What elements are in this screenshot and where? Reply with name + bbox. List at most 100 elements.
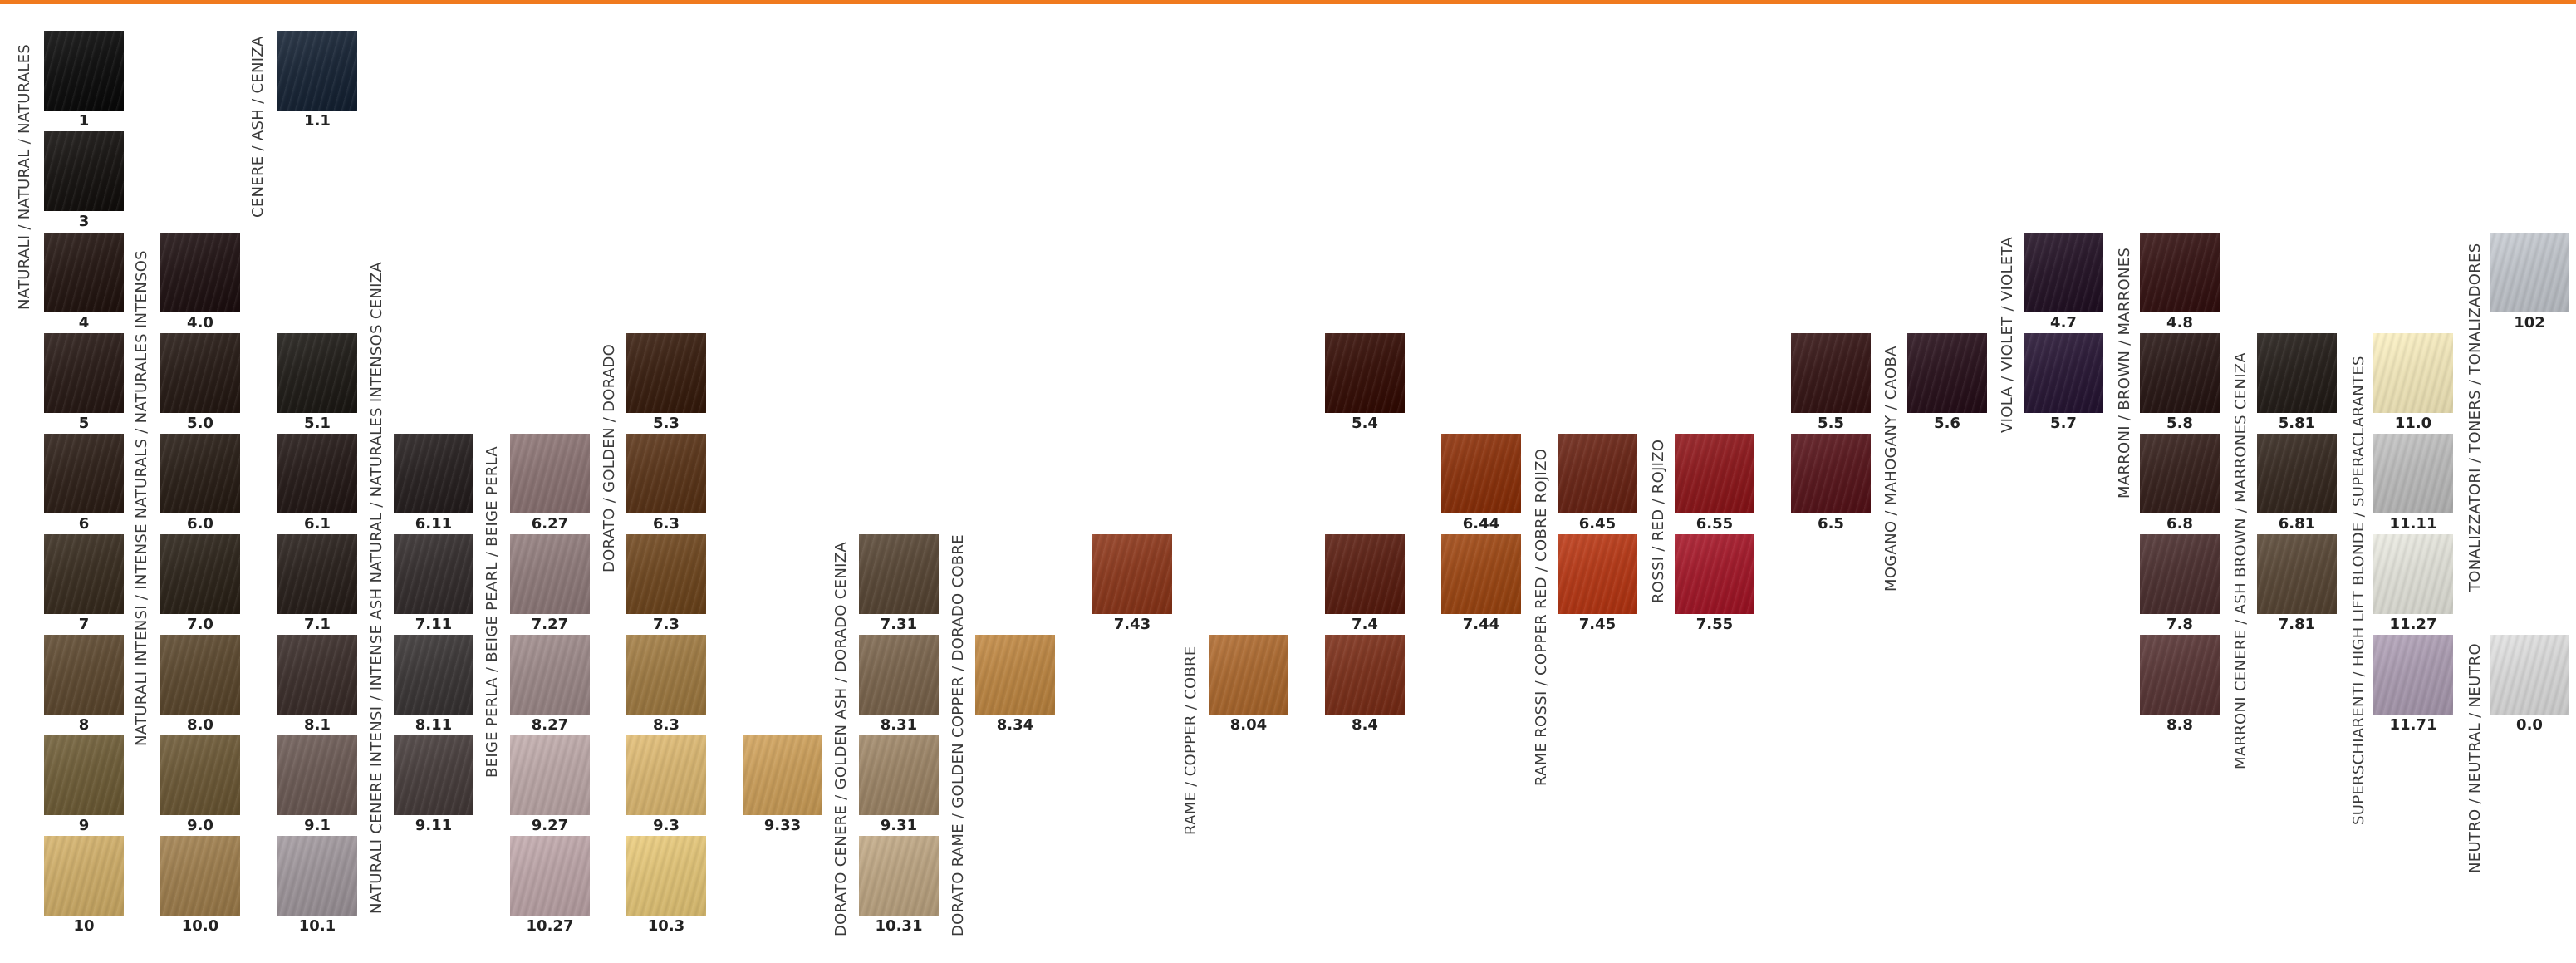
group-label-cenere: CENERE / ASH / CENIZA (249, 36, 267, 218)
color-swatch (277, 635, 357, 715)
shade-code: 6 (78, 515, 90, 533)
color-swatch (394, 534, 473, 614)
color-swatch (1558, 434, 1637, 513)
shade-code: 7.43 (1113, 616, 1151, 633)
color-swatch (2140, 534, 2220, 614)
shade-code: 7.4 (1352, 616, 1378, 633)
shade-code: 6.1 (304, 515, 331, 533)
shade-code: 8.1 (304, 716, 331, 734)
shade-code: 7.11 (415, 616, 453, 633)
shade-code: 8.11 (415, 716, 453, 734)
color-swatch (626, 534, 706, 614)
shade-code: 6.44 (1462, 515, 1500, 533)
color-swatch (626, 434, 706, 513)
shade-code: 11.11 (2389, 515, 2437, 533)
color-swatch (1791, 434, 1871, 513)
shade-code: 8.27 (531, 716, 569, 734)
color-swatch (394, 434, 473, 513)
color-swatch (160, 836, 240, 916)
shade-code: 9.31 (880, 817, 918, 834)
shade-code: 10.0 (181, 917, 219, 935)
color-swatch (859, 635, 939, 715)
group-label-rame: RAME / COPPER / COBRE (1182, 646, 1200, 835)
shade-code: 4.7 (2050, 314, 2077, 332)
shade-code: 4.0 (187, 314, 213, 332)
color-swatch (277, 333, 357, 413)
color-swatch (975, 635, 1055, 715)
color-swatch (859, 534, 939, 614)
shade-code: 6.5 (1818, 515, 1844, 533)
color-swatch (1907, 333, 1987, 413)
color-swatch (277, 31, 357, 111)
header-accent-bar (0, 0, 2576, 4)
group-label-rossi: ROSSI / RED / ROJIZO (1650, 439, 1667, 603)
group-label-intensi: NATURALI INTENSI / INTENSE NATURALS / NA… (133, 250, 150, 746)
color-swatch (44, 233, 124, 312)
shade-code: 10 (73, 917, 95, 935)
shade-code: 5.5 (1818, 415, 1844, 432)
shade-code: 6.11 (415, 515, 453, 533)
color-swatch (626, 635, 706, 715)
group-label-marroni: MARRONI / BROWN / MARRONES (2116, 247, 2133, 499)
shade-code: 4 (78, 314, 90, 332)
shade-code: 9.11 (415, 817, 453, 834)
shade-code: 7.1 (304, 616, 331, 633)
color-swatch (2257, 534, 2337, 614)
color-swatch (743, 735, 822, 815)
shade-code: 8.34 (996, 716, 1034, 734)
shade-code: 8.3 (653, 716, 680, 734)
color-swatch (2140, 333, 2220, 413)
shade-code: 9.33 (763, 817, 802, 834)
color-swatch (277, 836, 357, 916)
group-label-superschiarenti: SUPERSCHIARENTI / HIGH LIFT BLONDE / SUP… (2350, 356, 2367, 825)
color-swatch (2140, 233, 2220, 312)
color-swatch (277, 434, 357, 513)
group-label-tonalizzatori: TONALIZZATORI / TONERS / TONALIZADORES (2466, 243, 2484, 592)
shade-code: 7.31 (880, 616, 918, 633)
shade-code: 9 (78, 817, 90, 834)
shade-code: 7.27 (531, 616, 569, 633)
shade-code: 6.27 (531, 515, 569, 533)
shade-code: 11.27 (2389, 616, 2437, 633)
color-swatch (44, 434, 124, 513)
shade-code: 5.4 (1352, 415, 1378, 432)
color-swatch (2373, 635, 2453, 715)
shade-code: 7.45 (1578, 616, 1617, 633)
group-label-viola: VIOLA / VIOLET / VIOLETA (1999, 236, 2016, 433)
color-swatch (2257, 434, 2337, 513)
color-swatch (394, 735, 473, 815)
shade-code: 8.31 (880, 716, 918, 734)
shade-code: 5.3 (653, 415, 680, 432)
color-swatch (859, 735, 939, 815)
color-swatch (160, 635, 240, 715)
shade-code: 7 (78, 616, 90, 633)
shade-code: 102 (2514, 314, 2545, 332)
color-swatch (2373, 333, 2453, 413)
shade-code: 7.0 (187, 616, 213, 633)
color-swatch (160, 735, 240, 815)
shade-code: 9.27 (531, 817, 569, 834)
color-swatch (1675, 534, 1754, 614)
color-swatch (859, 836, 939, 916)
color-swatch (2024, 333, 2103, 413)
color-swatch (510, 534, 590, 614)
color-swatch (44, 333, 124, 413)
shade-code: 8.8 (2166, 716, 2193, 734)
shade-code: 6.0 (187, 515, 213, 533)
shade-code: 1.1 (304, 112, 331, 130)
color-swatch (2257, 333, 2337, 413)
color-swatch (1791, 333, 1871, 413)
group-label-cenere-intensi: NATURALI CENERE INTENSI / INTENSE ASH NA… (368, 261, 385, 914)
color-swatch (510, 735, 590, 815)
shade-code: 3 (78, 213, 90, 230)
color-swatch (1441, 534, 1521, 614)
color-swatch (44, 735, 124, 815)
shade-code: 9.0 (187, 817, 213, 834)
shade-code: 9.1 (304, 817, 331, 834)
shade-code: 0.0 (2516, 716, 2543, 734)
color-swatch (44, 635, 124, 715)
shade-code: 7.8 (2166, 616, 2193, 633)
color-swatch (626, 333, 706, 413)
color-swatch (2373, 534, 2453, 614)
